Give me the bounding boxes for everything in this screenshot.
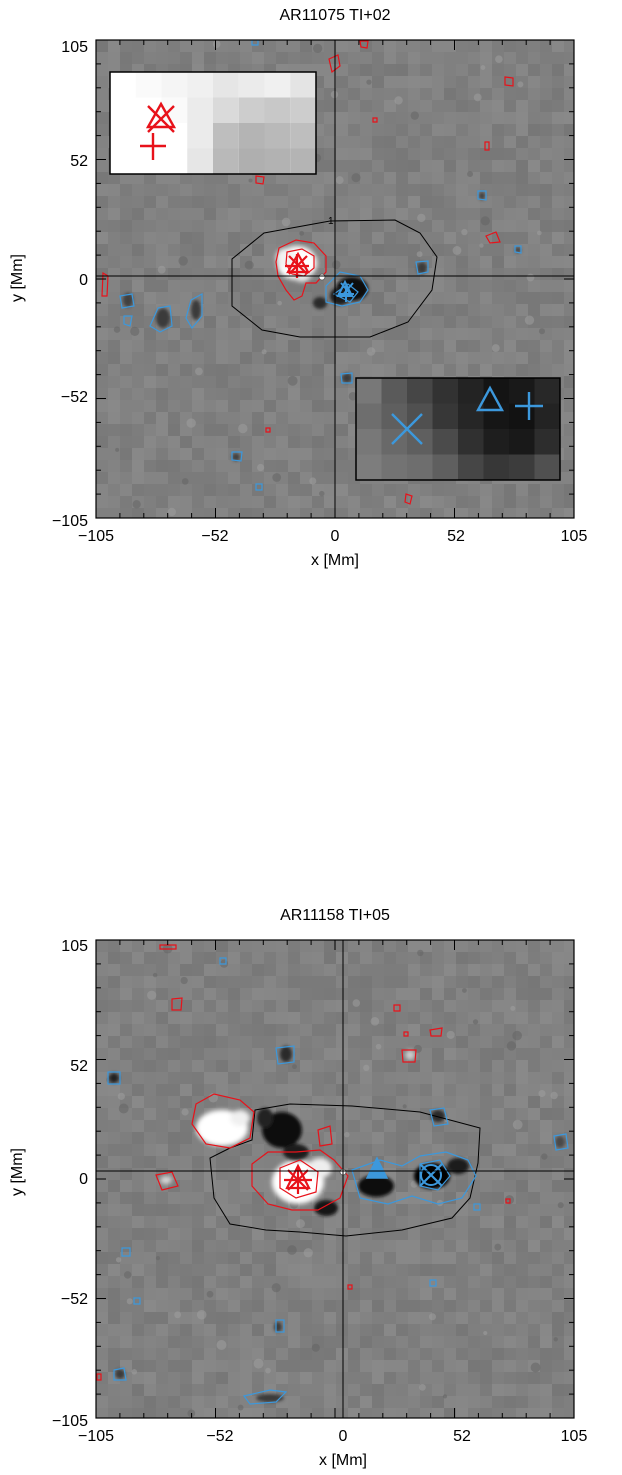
inset-positive-zoom — [109, 71, 317, 175]
panel-1-title: AR11075 TI+02 — [279, 7, 390, 24]
y-tick-label: −105 — [52, 1413, 88, 1430]
x-tick-label: 0 — [339, 1428, 348, 1445]
inset-negative-zoom — [355, 377, 561, 481]
panel-ar11075: AR11075 TI+02 — [9, 7, 587, 569]
y-tick-label: 52 — [70, 153, 88, 170]
y-axis-label: y [Mm] — [9, 1148, 26, 1196]
y-tick-labels: 105 52 0 −52 −105 — [52, 39, 88, 530]
x-tick-label: 105 — [561, 528, 588, 545]
x-tick-labels: −105 −52 0 52 105 — [78, 1428, 587, 1445]
x-axis-label: x [Mm] — [311, 552, 359, 569]
y-tick-labels: 105 52 0 −52 −105 — [52, 938, 88, 1430]
x-tick-label: 0 — [331, 528, 340, 545]
positive-markers — [285, 251, 310, 278]
negative-markers — [336, 279, 354, 302]
y-tick-label: −52 — [61, 389, 88, 406]
positive-markers — [284, 1163, 312, 1194]
y-tick-label: 0 — [79, 1171, 88, 1188]
x-tick-label: −105 — [78, 1428, 114, 1445]
region-boundary-contour — [231, 219, 438, 338]
y-axis-label: y [Mm] — [9, 254, 26, 302]
magnetogram-image: 1 — [96, 40, 574, 518]
x-tick-label: 105 — [561, 1428, 588, 1445]
origin-marker — [318, 273, 326, 281]
x-tick-labels: −105 −52 0 52 105 — [78, 528, 587, 545]
negative-contours — [107, 957, 569, 1405]
x-tick-label: 52 — [447, 528, 465, 545]
negative-markers — [365, 1156, 443, 1187]
magnetogram-noise — [96, 940, 574, 1418]
magnetogram-image — [96, 940, 574, 1418]
x-tick-label: −105 — [78, 528, 114, 545]
y-tick-label: 105 — [61, 39, 88, 56]
panel-2-title: AR11158 TI+05 — [280, 907, 390, 924]
tick-marks — [95, 39, 575, 519]
panel-ar11158: AR11158 TI+05 — [9, 907, 587, 1469]
y-tick-label: −52 — [61, 1291, 88, 1308]
negative-contours — [119, 40, 557, 491]
region-boundary-contour — [209, 1103, 481, 1237]
y-tick-label: 0 — [79, 272, 88, 289]
x-tick-label: −52 — [201, 528, 228, 545]
y-tick-label: 105 — [61, 938, 88, 955]
negative-polarity-patches — [109, 1046, 565, 1402]
x-tick-label: −52 — [206, 1428, 233, 1445]
tick-marks — [95, 939, 575, 1419]
x-axis-label: x [Mm] — [319, 1452, 367, 1469]
x-tick-label: 52 — [453, 1428, 471, 1445]
y-tick-label: 52 — [70, 1058, 88, 1075]
y-tick-label: −105 — [52, 513, 88, 530]
contour-level-label: 1 — [328, 216, 334, 227]
positive-contours — [96, 944, 511, 1381]
